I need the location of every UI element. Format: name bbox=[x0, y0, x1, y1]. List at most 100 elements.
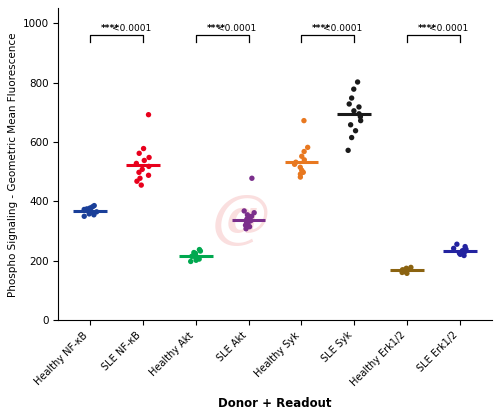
Point bbox=[248, 175, 256, 181]
Point bbox=[138, 166, 146, 173]
Point bbox=[136, 175, 144, 181]
Point bbox=[192, 252, 200, 259]
Point bbox=[188, 253, 196, 260]
Point bbox=[401, 268, 409, 275]
Point bbox=[194, 255, 202, 261]
Point bbox=[89, 209, 97, 216]
Point bbox=[242, 219, 250, 226]
Point bbox=[352, 127, 360, 134]
Point bbox=[88, 204, 96, 210]
Point bbox=[132, 160, 140, 167]
Point bbox=[192, 250, 200, 257]
Point bbox=[456, 250, 464, 257]
Point bbox=[242, 222, 250, 229]
Point bbox=[356, 113, 364, 120]
Point bbox=[298, 167, 306, 173]
Point bbox=[346, 122, 354, 128]
Point bbox=[86, 208, 94, 214]
Point bbox=[398, 266, 406, 273]
Point bbox=[402, 266, 410, 273]
Point bbox=[461, 243, 469, 250]
Point bbox=[460, 252, 468, 259]
Point bbox=[403, 270, 411, 277]
X-axis label: Donor + Readout: Donor + Readout bbox=[218, 397, 332, 410]
Point bbox=[355, 104, 363, 110]
Text: <0.0001: <0.0001 bbox=[112, 24, 151, 33]
Point bbox=[135, 150, 143, 157]
Point bbox=[90, 202, 98, 209]
Point bbox=[296, 164, 304, 171]
Point bbox=[85, 211, 93, 217]
Point bbox=[248, 213, 256, 219]
Point bbox=[298, 153, 306, 160]
Text: <0.0001: <0.0001 bbox=[428, 24, 468, 33]
Point bbox=[186, 258, 194, 265]
Point bbox=[243, 216, 251, 223]
Point bbox=[196, 246, 203, 253]
Point bbox=[195, 256, 203, 263]
Text: ****: **** bbox=[100, 24, 119, 33]
Point bbox=[462, 246, 470, 252]
Point bbox=[190, 251, 198, 258]
Y-axis label: Phospho Signaling - Geometric Mean Fluorescence: Phospho Signaling - Geometric Mean Fluor… bbox=[8, 32, 18, 296]
Point bbox=[453, 241, 461, 247]
Point bbox=[345, 101, 353, 107]
Point bbox=[92, 209, 100, 215]
Point bbox=[462, 248, 469, 255]
Point bbox=[350, 86, 358, 92]
Point bbox=[304, 144, 312, 151]
Point bbox=[402, 265, 410, 272]
Point bbox=[242, 225, 250, 232]
Point bbox=[354, 79, 362, 85]
Point bbox=[80, 213, 88, 219]
Text: @: @ bbox=[211, 192, 270, 249]
Text: ****: **** bbox=[206, 24, 226, 33]
Point bbox=[145, 163, 153, 170]
Point bbox=[398, 269, 406, 276]
Point bbox=[400, 268, 408, 274]
Point bbox=[296, 171, 304, 178]
Point bbox=[240, 208, 248, 214]
Point bbox=[144, 111, 152, 118]
Point bbox=[196, 248, 204, 255]
Text: <0.0001: <0.0001 bbox=[323, 24, 362, 33]
Point bbox=[145, 154, 153, 161]
Text: ****: **** bbox=[312, 24, 331, 33]
Text: ****: **** bbox=[418, 24, 436, 33]
Point bbox=[350, 107, 358, 114]
Point bbox=[460, 249, 468, 255]
Point bbox=[458, 247, 466, 254]
Point bbox=[144, 172, 152, 178]
Point bbox=[355, 110, 363, 117]
Point bbox=[300, 148, 308, 155]
Point bbox=[407, 264, 415, 271]
Point bbox=[348, 134, 356, 141]
Point bbox=[80, 206, 88, 213]
Point bbox=[356, 117, 364, 124]
Text: <0.0001: <0.0001 bbox=[218, 24, 256, 33]
Point bbox=[90, 212, 98, 218]
Point bbox=[450, 245, 458, 252]
Point bbox=[135, 169, 143, 176]
Point bbox=[460, 247, 468, 253]
Point bbox=[290, 161, 298, 168]
Point bbox=[400, 267, 408, 274]
Point bbox=[133, 178, 141, 185]
Point bbox=[300, 117, 308, 124]
Point bbox=[86, 205, 94, 212]
Point bbox=[348, 95, 356, 102]
Point bbox=[86, 207, 94, 214]
Point bbox=[300, 169, 308, 176]
Point bbox=[250, 209, 258, 216]
Point bbox=[300, 156, 308, 163]
Point bbox=[296, 174, 304, 181]
Point bbox=[246, 217, 254, 224]
Point bbox=[244, 220, 252, 227]
Point bbox=[140, 145, 147, 152]
Point bbox=[140, 157, 148, 164]
Point bbox=[244, 212, 252, 218]
Point bbox=[138, 182, 145, 189]
Point bbox=[456, 251, 464, 257]
Point bbox=[292, 159, 300, 166]
Point bbox=[192, 257, 200, 264]
